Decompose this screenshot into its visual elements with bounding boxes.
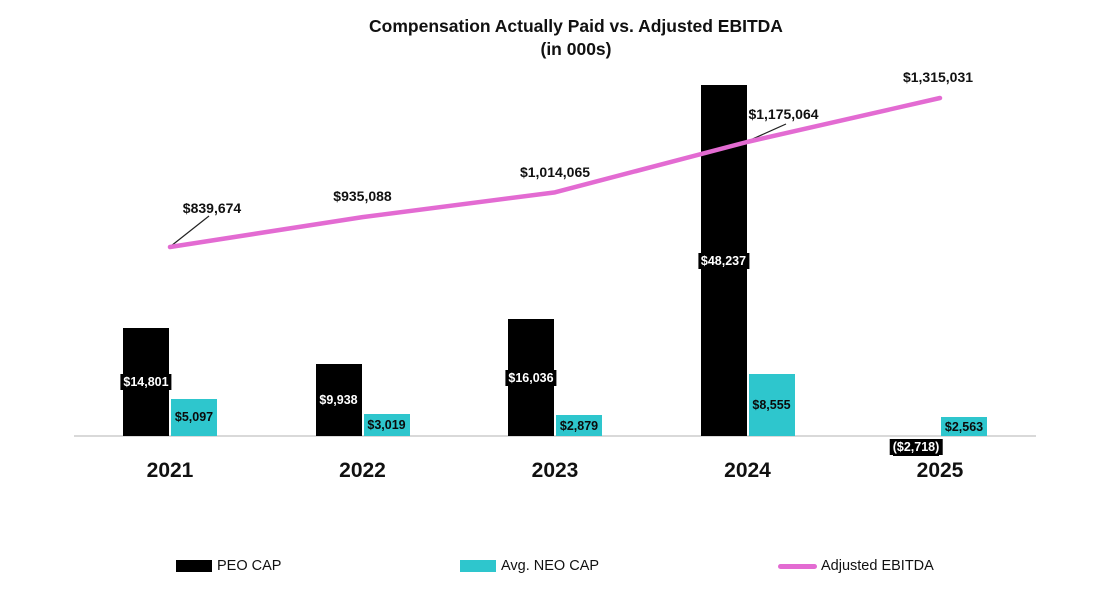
- neo-cap-value-label-2021: $5,097: [171, 409, 217, 426]
- leader-line: [170, 215, 210, 247]
- peo-cap-value-label-2025: ($2,718): [889, 439, 943, 456]
- adjusted-ebitda-line: [167, 95, 943, 250]
- year-label-2021: 2021: [146, 459, 194, 482]
- legend-item-avg-neo-cap: Avg. NEO CAP: [460, 556, 599, 576]
- x-axis-line: [74, 435, 1036, 437]
- adjusted-ebitda-swatch: [778, 563, 817, 569]
- year-label-2023: 2023: [531, 459, 579, 482]
- legend-label-avg-neo-cap: Avg. NEO CAP: [501, 558, 600, 574]
- ebitda-value-label-2025: $1,315,031: [902, 69, 974, 85]
- ebitda-value-label-2024: $1,175,064: [748, 105, 819, 122]
- peo-cap-swatch: [176, 560, 212, 572]
- legend-label-adjusted-ebitda: Adjusted EBITDA: [821, 558, 934, 574]
- year-label-2025: 2025: [916, 459, 964, 482]
- chart-title-line2: (in 000s): [540, 39, 612, 59]
- chart-title-line1: Compensation Actually Paid vs. Adjusted …: [369, 16, 783, 36]
- peo-cap-value-label-2024: $48,237: [697, 252, 750, 269]
- neo-cap-value-label-2024: $8,555: [749, 396, 794, 413]
- peo-cap-value-label-2023: $16,036: [505, 369, 557, 386]
- neo-cap-value-label-2025: $2,563: [941, 418, 987, 435]
- neo-cap-value-label-2023: $2,879: [556, 417, 602, 434]
- ebitda-value-label-2023: $1,014,065: [519, 164, 591, 181]
- neo-cap-value-label-2022: $3,019: [364, 417, 409, 434]
- year-label-2022: 2022: [339, 459, 386, 482]
- ebitda-value-label-2022: $935,088: [333, 188, 392, 205]
- year-label-2024: 2024: [724, 459, 771, 482]
- legend: PEO CAP Avg. NEO CAP Adjusted EBITDA: [0, 556, 1107, 580]
- legend-label-peo-cap: PEO CAP: [217, 558, 282, 574]
- ebitda-value-label-2021: $839,674: [182, 200, 242, 216]
- chart-title: Compensation Actually Paid vs. Adjusted …: [369, 15, 783, 61]
- avg-neo-cap-swatch: [460, 560, 496, 572]
- peo-cap-value-label-2022: $9,938: [316, 391, 361, 408]
- peo-cap-value-label-2021: $14,801: [120, 374, 172, 391]
- legend-item-peo-cap: PEO CAP: [176, 556, 281, 576]
- legend-item-adjusted-ebitda: Adjusted EBITDA: [778, 556, 934, 576]
